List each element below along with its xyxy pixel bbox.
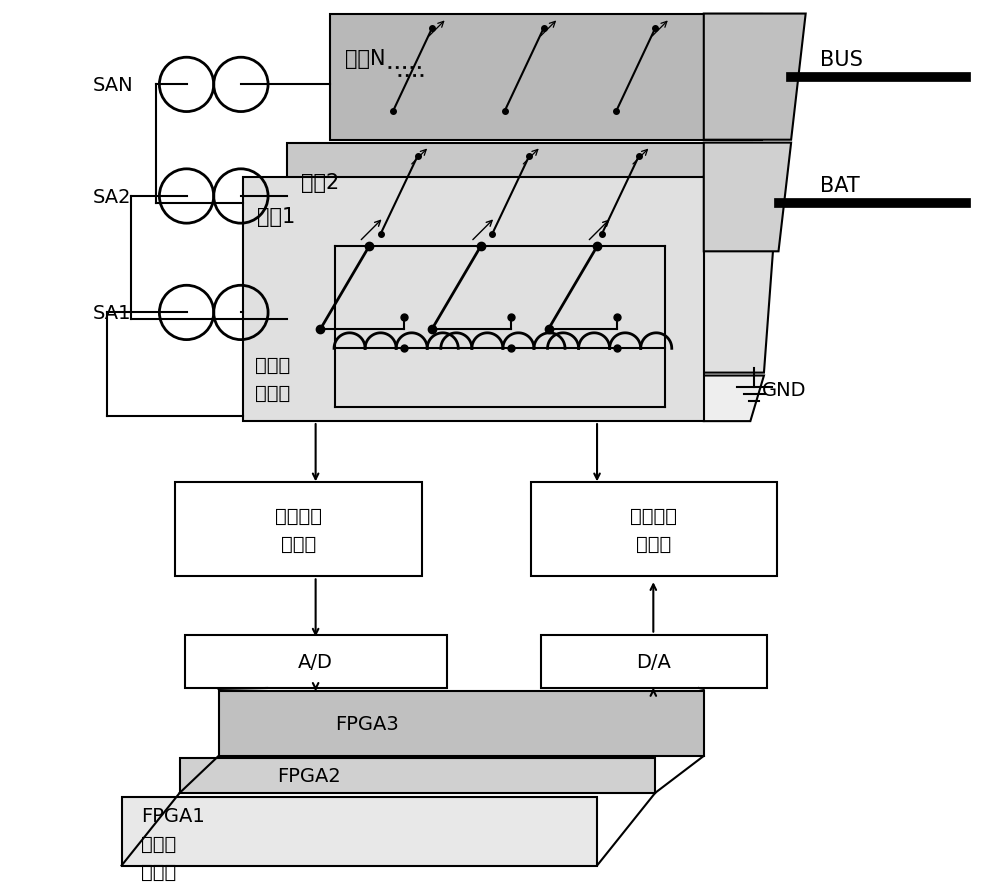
Text: SAN: SAN <box>92 76 133 95</box>
Text: BAT: BAT <box>820 176 860 196</box>
Text: 被控量采
样电路: 被控量采 样电路 <box>275 506 322 553</box>
Polygon shape <box>704 177 779 373</box>
Bar <box>185 635 447 688</box>
Polygon shape <box>704 376 764 422</box>
Text: 模块N: 模块N <box>345 48 385 69</box>
Bar <box>219 691 704 756</box>
Text: FPGA1
控制算
法实现: FPGA1 控制算 法实现 <box>141 806 205 881</box>
Text: FPGA3: FPGA3 <box>335 714 399 733</box>
Text: SA2: SA2 <box>92 188 131 207</box>
Bar <box>175 483 422 577</box>
Polygon shape <box>704 143 791 252</box>
Text: GND: GND <box>762 380 807 400</box>
Text: 模块1: 模块1 <box>257 207 296 226</box>
Bar <box>122 797 597 865</box>
Text: BUS: BUS <box>820 50 863 70</box>
Bar <box>180 758 655 793</box>
Text: FPGA2: FPGA2 <box>277 766 341 785</box>
Bar <box>287 143 752 262</box>
Bar <box>531 483 777 577</box>
Text: 三取二表
决电路: 三取二表 决电路 <box>630 506 677 553</box>
Bar <box>330 14 762 140</box>
Bar <box>243 177 704 422</box>
Polygon shape <box>704 14 806 140</box>
Bar <box>541 635 767 688</box>
Text: 模块2: 模块2 <box>301 173 339 192</box>
Text: A/D: A/D <box>298 652 333 671</box>
Text: 主功率
变换器: 主功率 变换器 <box>255 355 291 402</box>
Text: D/A: D/A <box>636 652 671 671</box>
Text: SA1: SA1 <box>92 304 131 323</box>
